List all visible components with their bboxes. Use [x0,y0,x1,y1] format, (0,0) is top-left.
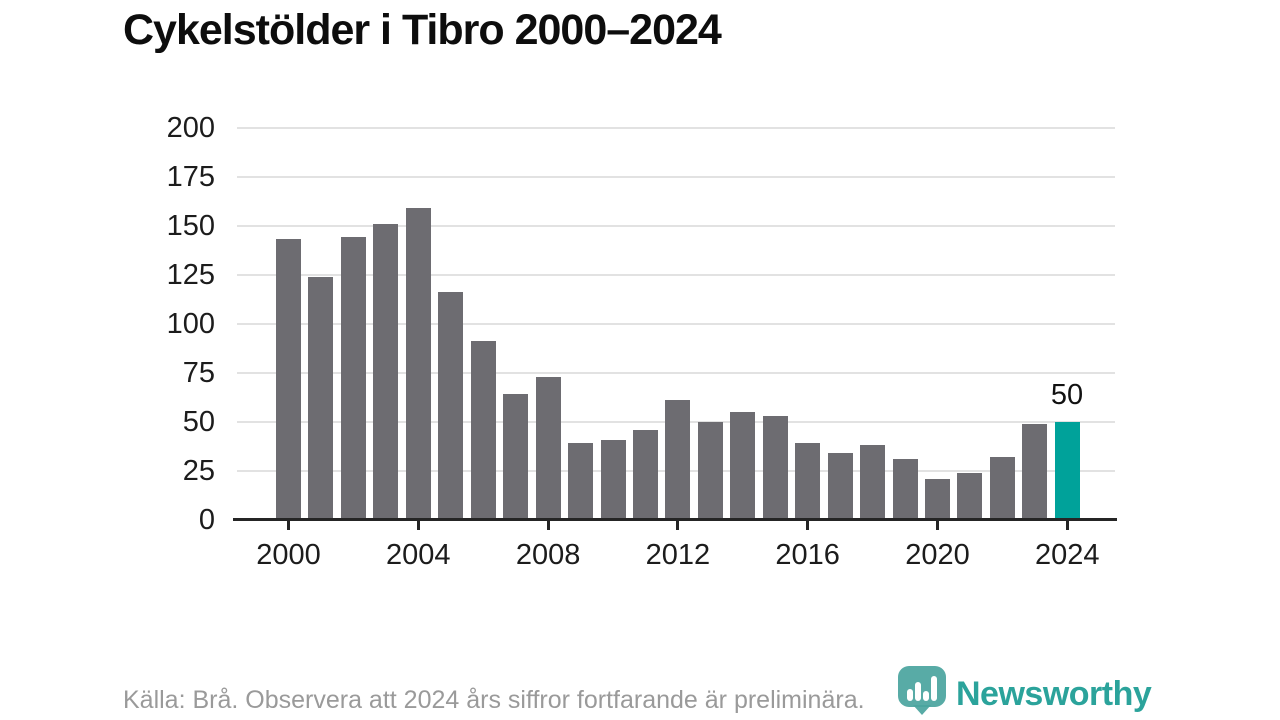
bar-2001 [308,276,334,520]
bar-2024 [1054,421,1080,520]
y-axis-label-100: 100 [166,307,215,340]
bar-2018 [860,445,886,520]
x-tick-2004 [416,521,420,530]
newsworthy-logo-text: Newsworthy [956,674,1152,713]
bar-2016 [795,443,821,520]
bar-2007 [503,394,529,520]
x-tick-2000 [287,521,290,530]
bar-2014 [730,412,756,520]
x-tick-2024 [1065,521,1069,530]
y-axis-label-125: 125 [166,258,215,291]
x-axis-label-2020: 2020 [905,539,970,571]
y-axis-label-200: 200 [166,111,215,144]
gridline-200 [237,126,1115,129]
bar-2012 [665,400,691,520]
x-tick-2016 [806,521,810,530]
y-axis-label-25: 25 [182,454,215,487]
chart-title: Cykelstölder i Tibro 2000–2024 [123,6,722,54]
bar-2010 [600,439,626,520]
bar-2023 [1022,423,1048,520]
x-tick-2008 [546,521,550,530]
bar-2003 [373,223,399,520]
bar-2020 [925,478,950,520]
bar-2013 [697,421,723,520]
y-axis-label-50: 50 [182,405,215,438]
newsworthy-logo: Newsworthy [896,664,1152,720]
gridline-175 [237,175,1115,178]
bar-2006 [470,341,496,520]
source-note: Källa: Brå. Observera att 2024 års siffr… [123,686,865,714]
gridline-125 [237,273,1115,276]
bar-2008 [535,376,561,520]
bar-2019 [892,459,918,520]
x-axis-label-2004: 2004 [386,539,451,571]
x-tick-2012 [676,521,680,530]
bar-2009 [568,443,594,520]
newsworthy-pin-icon [896,664,948,720]
bar-2022 [989,457,1015,520]
bar-2004 [405,207,431,520]
x-axis-label-2024: 2024 [1035,539,1100,571]
x-axis-label-2000: 2000 [256,539,321,571]
bar-2002 [340,237,366,520]
y-axis-label-0: 0 [198,504,215,536]
bar-2005 [438,292,464,520]
x-axis-line [233,518,1117,521]
y-axis-label-75: 75 [182,356,215,389]
x-axis-label-2012: 2012 [645,539,711,571]
bar-2011 [632,429,658,520]
x-axis-label-2008: 2008 [515,539,581,571]
y-axis-label-175: 175 [166,160,215,193]
x-axis-label-2016: 2016 [775,539,840,571]
bar-2015 [762,415,788,520]
gridline-150 [237,224,1115,227]
x-tick-2020 [936,521,939,530]
bar-2021 [957,472,983,520]
y-axis-label-150: 150 [166,209,215,242]
gridline-75 [237,371,1115,374]
bar-2000 [276,239,301,520]
gridline-100 [237,322,1115,325]
bar-2017 [827,453,853,520]
highlight-value-label: 50 [1050,379,1084,411]
